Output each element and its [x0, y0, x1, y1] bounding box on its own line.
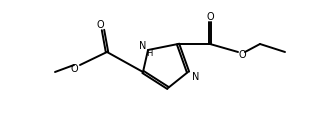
- Text: O: O: [238, 50, 246, 60]
- Text: O: O: [206, 12, 214, 22]
- Text: O: O: [96, 20, 104, 30]
- Text: O: O: [70, 64, 78, 74]
- Text: N: N: [192, 72, 200, 82]
- Text: H: H: [146, 49, 152, 57]
- Text: N: N: [139, 41, 147, 51]
